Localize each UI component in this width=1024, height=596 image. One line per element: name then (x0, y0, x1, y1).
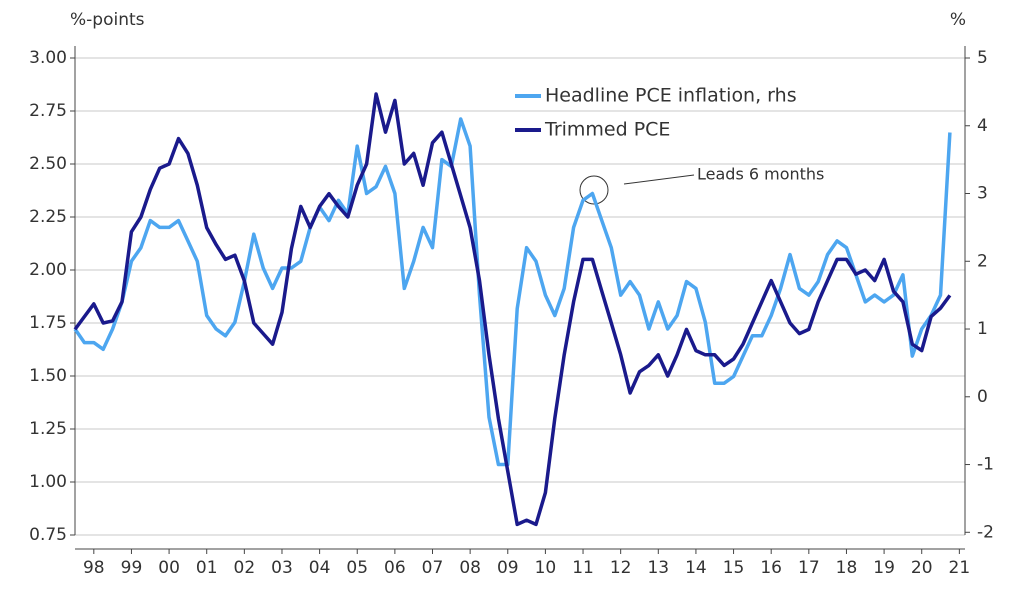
x-tick-label: 20 (911, 558, 933, 578)
x-tick-label: 11 (572, 558, 594, 578)
y2-tick-label: -1 (977, 455, 994, 475)
y-tick-label: 2.25 (29, 207, 67, 227)
y-tick-label: 0.75 (29, 525, 67, 545)
y2-tick-label: -2 (977, 522, 994, 542)
x-tick-label: 01 (196, 558, 218, 578)
y-tick-label: 1.50 (29, 366, 67, 386)
x-tick-label: 21 (949, 558, 971, 578)
x-tick-label: 03 (271, 558, 293, 578)
x-tick-label: 04 (309, 558, 331, 578)
x-tick-label: 05 (346, 558, 368, 578)
y2-tick-label: 1 (977, 319, 988, 339)
x-tick-label: 99 (121, 558, 143, 578)
series-line (73, 117, 952, 467)
x-tick-label: 07 (422, 558, 444, 578)
x-tick-label: 08 (459, 558, 481, 578)
x-tick-label: 15 (723, 558, 745, 578)
y-tick-label: 1.75 (29, 313, 67, 333)
x-tick-label: 17 (798, 558, 820, 578)
x-tick-label: 06 (384, 558, 406, 578)
y2-tick-label: 2 (977, 251, 988, 271)
y-tick-label: 1.25 (29, 419, 67, 439)
x-tick-label: 98 (83, 558, 105, 578)
y-tick-label: 3.00 (29, 48, 67, 68)
annotation: Leads 6 months (697, 165, 824, 184)
x-tick-label: 18 (836, 558, 858, 578)
legend-label: Trimmed PCE (544, 119, 670, 141)
x-tick-label: 13 (647, 558, 669, 578)
x-tick-label: 10 (535, 558, 557, 578)
y2-axis-label: % (950, 10, 966, 30)
y-tick-label: 1.00 (29, 472, 67, 492)
x-tick-label: 02 (234, 558, 256, 578)
annotation-leader (623, 174, 695, 185)
y2-tick-label: 4 (977, 116, 988, 136)
series-line (73, 92, 952, 527)
x-tick-label: 19 (873, 558, 895, 578)
y-tick-label: 2.75 (29, 101, 67, 121)
y-axis-label: %-points (70, 10, 145, 30)
y2-tick-label: 5 (977, 48, 988, 68)
y2-tick-label: 0 (977, 387, 988, 407)
x-tick-label: 14 (685, 558, 707, 578)
legend-label: Headline PCE inflation, rhs (545, 85, 797, 107)
y-tick-label: 2.00 (29, 260, 67, 280)
x-tick-label: 12 (610, 558, 632, 578)
x-tick-label: 00 (158, 558, 180, 578)
y-tick-label: 2.50 (29, 154, 67, 174)
x-tick-label: 09 (497, 558, 519, 578)
x-tick-label: 16 (760, 558, 782, 578)
annotation-circle (579, 175, 609, 205)
y2-tick-label: 3 (977, 184, 988, 204)
